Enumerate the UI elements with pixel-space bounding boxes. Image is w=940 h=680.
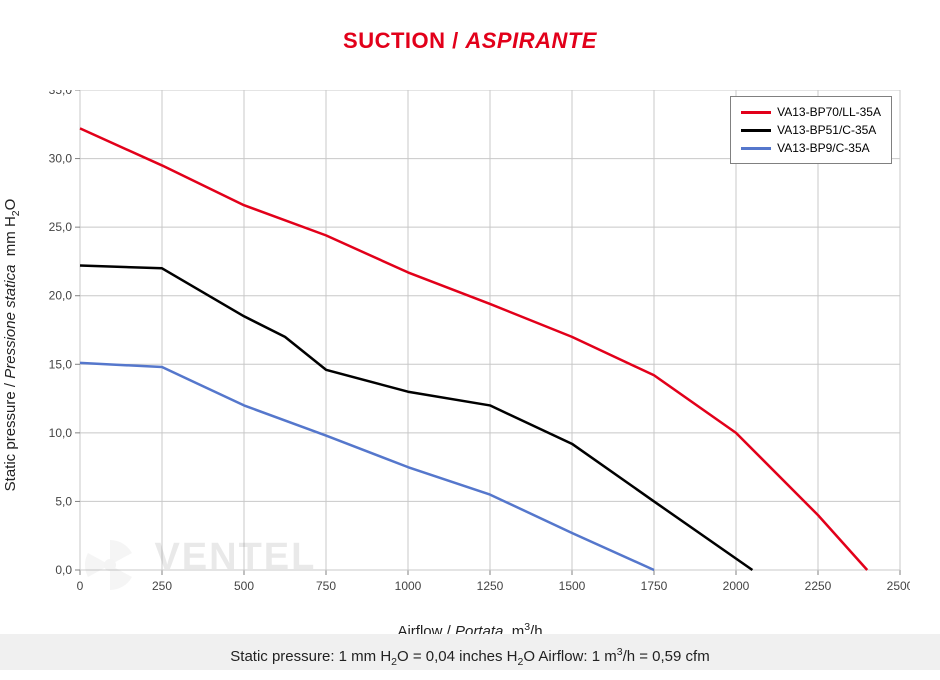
svg-text:0: 0 (77, 579, 84, 593)
title-it: ASPIRANTE (465, 28, 597, 53)
svg-text:5,0: 5,0 (55, 494, 72, 508)
svg-text:500: 500 (234, 579, 254, 593)
legend-swatch (741, 129, 771, 132)
svg-text:2000: 2000 (723, 579, 750, 593)
legend-swatch (741, 111, 771, 114)
svg-text:2250: 2250 (805, 579, 832, 593)
svg-text:250: 250 (152, 579, 172, 593)
footer-af-value: 1 m3/h = 0,59 cfm (592, 648, 710, 665)
y-axis-label-it: Pressione statica (2, 265, 19, 379)
legend-item: VA13-BP70/LL-35A (741, 103, 881, 121)
svg-text:1000: 1000 (395, 579, 422, 593)
y-axis-unit: mm H2O (2, 199, 19, 257)
fan-curve-chart: 0 250 500 750 1000 1250 1500 1750 2000 2250 2500 0,… (30, 90, 910, 600)
svg-text:0,0: 0,0 (55, 563, 72, 577)
svg-text:1500: 1500 (559, 579, 586, 593)
svg-text:15,0: 15,0 (49, 357, 73, 371)
legend-item: VA13-BP9/C-35A (741, 139, 881, 157)
svg-text:25,0: 25,0 (49, 220, 73, 234)
title-en: SUCTION (343, 28, 446, 53)
y-axis-label-en: Static pressure (2, 391, 19, 491)
footer-note: Static pressure: 1 mm H2O = 0,04 inches … (0, 634, 940, 670)
svg-text:2500: 2500 (887, 579, 910, 593)
y-axis-label: Static pressure / Pressione statica mm H… (2, 199, 22, 492)
footer-af-label: Airflow: (538, 648, 591, 665)
legend-label: VA13-BP51/C-35A (777, 121, 876, 139)
svg-text:20,0: 20,0 (49, 289, 73, 303)
legend-label: VA13-BP70/LL-35A (777, 103, 881, 121)
title-sep: / (446, 28, 466, 53)
legend-swatch (741, 147, 771, 150)
legend-item: VA13-BP51/C-35A (741, 121, 881, 139)
svg-text:10,0: 10,0 (49, 426, 73, 440)
svg-text:30,0: 30,0 (49, 152, 73, 166)
legend: VA13-BP70/LL-35AVA13-BP51/C-35AVA13-BP9/… (730, 96, 892, 164)
svg-text:1750: 1750 (641, 579, 668, 593)
svg-text:750: 750 (316, 579, 336, 593)
footer-sp-value: 1 mm H2O = 0,04 inches H2O (339, 648, 535, 665)
chart-title: SUCTION / ASPIRANTE (0, 0, 940, 54)
svg-text:1250: 1250 (477, 579, 504, 593)
legend-label: VA13-BP9/C-35A (777, 139, 870, 157)
footer-sp-label: Static pressure: (230, 648, 338, 665)
chart-container: Static pressure / Pressione statica mm H… (30, 90, 910, 600)
svg-text:35,0: 35,0 (49, 90, 73, 97)
